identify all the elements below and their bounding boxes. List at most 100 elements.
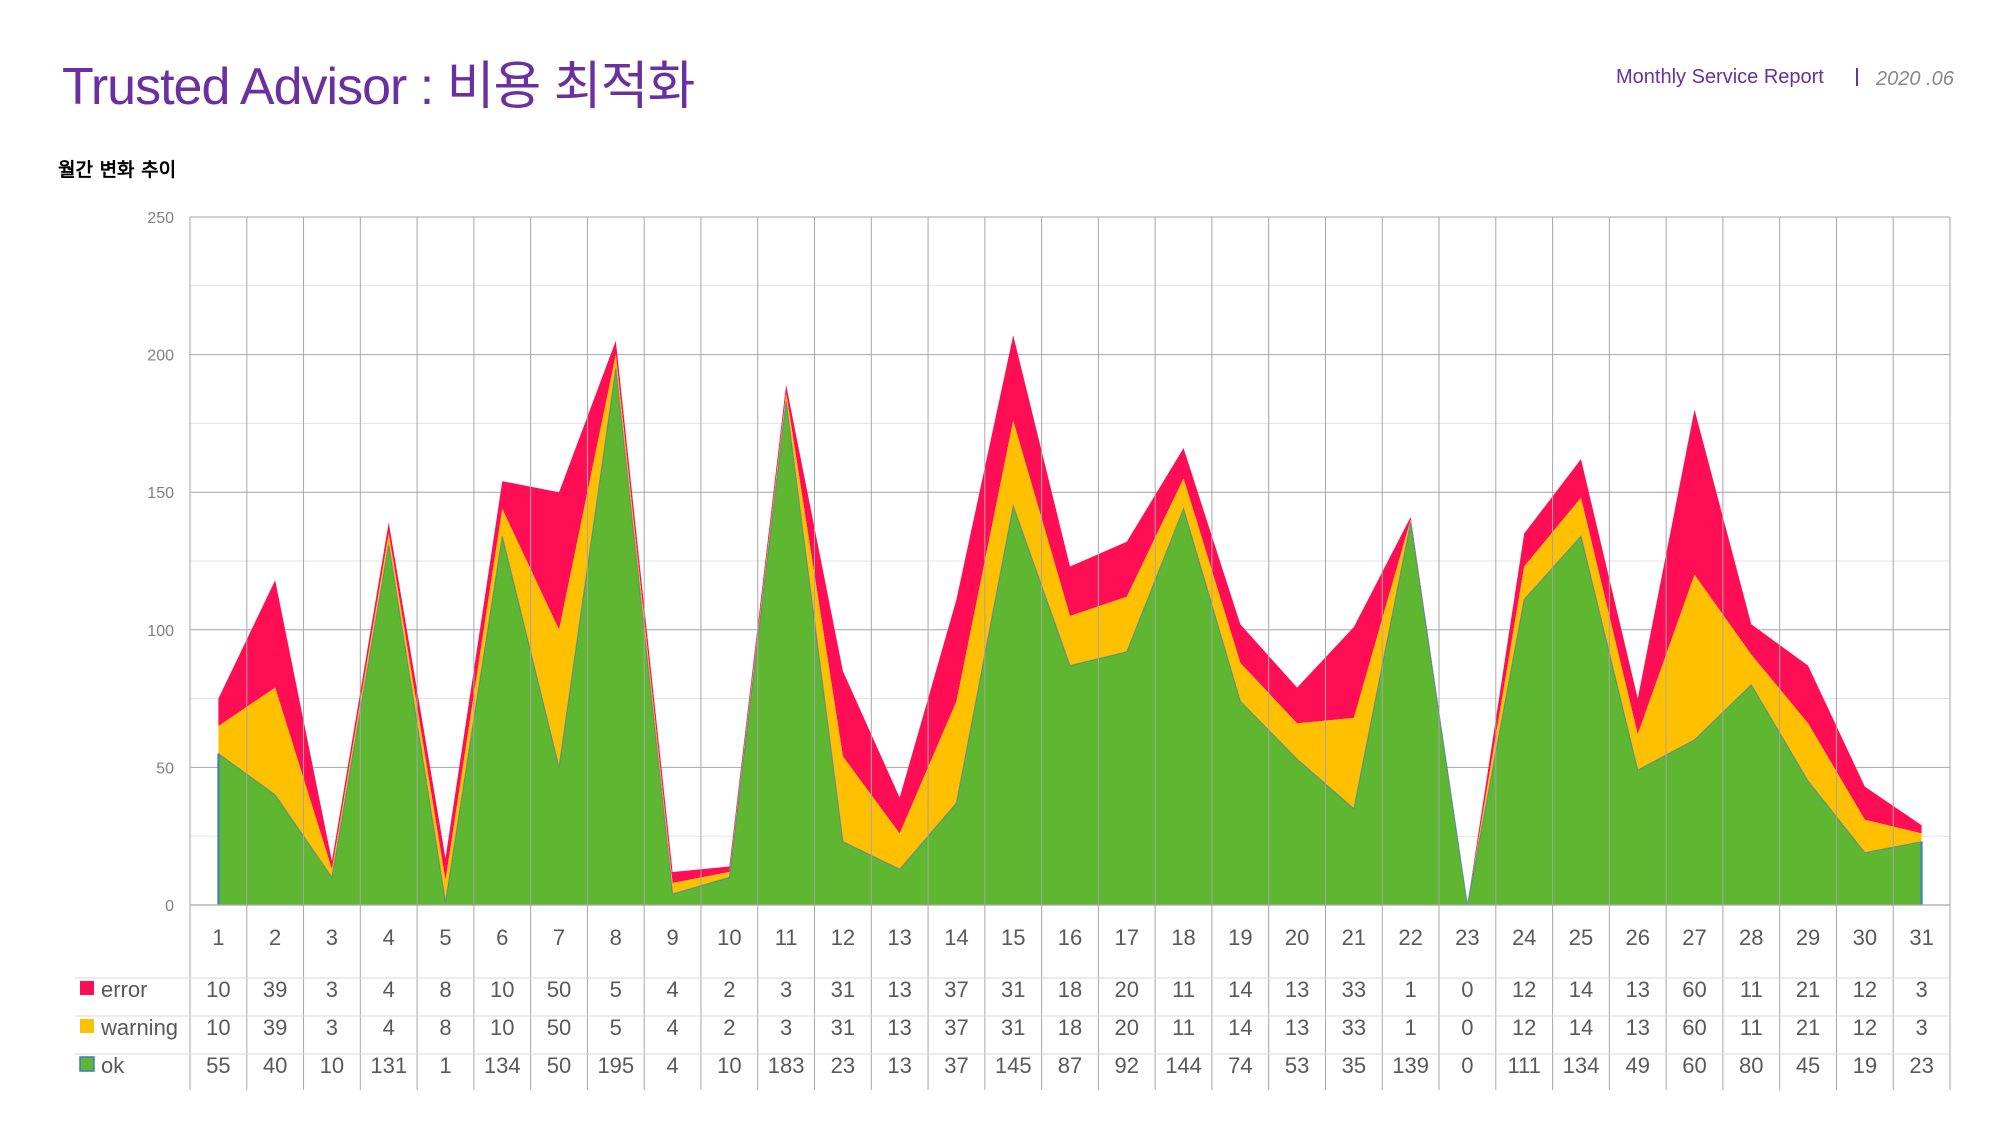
- data-table-cell: 40: [263, 1053, 287, 1078]
- data-table-cell: 131: [370, 1053, 407, 1078]
- data-table-cell: 0: [1461, 1015, 1473, 1040]
- data-table-cell: 11: [1172, 1015, 1195, 1040]
- x-tick-label: 5: [439, 925, 451, 950]
- data-table-cell: 10: [490, 977, 514, 1002]
- data-table-cell: 14: [1569, 977, 1593, 1002]
- y-tick-label: 200: [147, 348, 174, 365]
- data-table-cell: 39: [263, 1015, 287, 1040]
- x-tick-label: 26: [1625, 925, 1649, 950]
- data-table-cell: 21: [1796, 977, 1820, 1002]
- data-table-cell: 8: [439, 1015, 451, 1040]
- data-table-cell: 2: [723, 977, 735, 1002]
- data-table-cell: 60: [1682, 1053, 1706, 1078]
- x-tick-label: 23: [1455, 925, 1479, 950]
- legend-key-error: [80, 981, 94, 995]
- x-tick-label: 10: [717, 925, 741, 950]
- data-table-cell: 23: [831, 1053, 855, 1078]
- data-table-cell: 12: [1853, 977, 1877, 1002]
- data-table-cell: 33: [1342, 977, 1366, 1002]
- data-table-cell: 74: [1228, 1053, 1252, 1078]
- data-table-cell: 12: [1512, 977, 1536, 1002]
- data-table-cell: 49: [1625, 1053, 1649, 1078]
- x-tick-label: 1: [212, 925, 224, 950]
- data-table-cell: 183: [768, 1053, 805, 1078]
- x-tick-label: 22: [1398, 925, 1422, 950]
- x-tick-label: 11: [775, 925, 798, 950]
- data-table-cell: 4: [383, 977, 395, 1002]
- chart-heading: 월간 변화 추이: [58, 159, 177, 181]
- x-tick-label: 17: [1115, 925, 1139, 950]
- data-table-cell: 23: [1909, 1053, 1933, 1078]
- data-table-cell: 10: [206, 1015, 230, 1040]
- data-table-cell: 3: [1915, 1015, 1927, 1040]
- data-table-cell: 13: [1625, 1015, 1649, 1040]
- x-tick-label: 28: [1739, 925, 1763, 950]
- data-table-cell: 13: [1285, 1015, 1309, 1040]
- y-tick-label: 50: [156, 760, 174, 777]
- data-table-cell: 145: [995, 1053, 1032, 1078]
- data-table-cell: 10: [490, 1015, 514, 1040]
- x-tick-label: 19: [1228, 925, 1252, 950]
- x-tick-label: 20: [1285, 925, 1309, 950]
- data-table-cell: 0: [1461, 977, 1473, 1002]
- x-tick-label: 12: [831, 925, 855, 950]
- data-table-cell: 134: [1563, 1053, 1600, 1078]
- data-table-cell: 13: [887, 1053, 911, 1078]
- data-table-cell: 1: [1405, 977, 1417, 1002]
- data-table-cell: 111: [1507, 1053, 1540, 1078]
- data-table-cell: 11: [1172, 977, 1195, 1002]
- data-table-cell: 3: [780, 1015, 792, 1040]
- legend-key-warning: [80, 1019, 94, 1033]
- data-table-cell: 12: [1853, 1015, 1877, 1040]
- data-table-cell: 139: [1392, 1053, 1429, 1078]
- data-table-cell: 2: [723, 1015, 735, 1040]
- y-tick-label: 150: [147, 485, 174, 502]
- data-table-cell: 20: [1115, 1015, 1139, 1040]
- data-table-cell: 3: [1915, 977, 1927, 1002]
- data-table-cell: 3: [326, 977, 338, 1002]
- data-table-cell: 10: [717, 1053, 741, 1078]
- x-tick-label: 15: [1001, 925, 1025, 950]
- x-tick-label: 29: [1796, 925, 1820, 950]
- data-table-cell: 5: [610, 1015, 622, 1040]
- data-table-cell: 37: [944, 1053, 968, 1078]
- data-table-cell: 53: [1285, 1053, 1309, 1078]
- data-table-cell: 18: [1058, 977, 1082, 1002]
- data-table-cell: 31: [831, 977, 855, 1002]
- data-table-cell: 18: [1058, 1015, 1082, 1040]
- data-table-cell: 4: [666, 977, 678, 1002]
- data-table-cell: 10: [206, 977, 230, 1002]
- data-table-cell: 31: [1001, 1015, 1025, 1040]
- data-table-cell: 31: [1001, 977, 1025, 1002]
- data-table-cell: 12: [1512, 1015, 1536, 1040]
- x-tick-label: 13: [887, 925, 911, 950]
- data-table-cell: 4: [666, 1015, 678, 1040]
- data-table-cell: 37: [944, 1015, 968, 1040]
- data-table-cell: 10: [320, 1053, 344, 1078]
- data-table-cell: 11: [1740, 1015, 1763, 1040]
- data-table-cell: 92: [1115, 1053, 1139, 1078]
- data-table-cell: 4: [666, 1053, 678, 1078]
- data-table-cell: 87: [1058, 1053, 1082, 1078]
- data-table-cell: 11: [1740, 977, 1763, 1002]
- y-tick-label: 0: [165, 898, 174, 915]
- header-divider: [1856, 68, 1858, 86]
- data-table-cell: 31: [831, 1015, 855, 1040]
- data-table-cell: 35: [1342, 1053, 1366, 1078]
- y-tick-label: 100: [147, 623, 174, 640]
- x-tick-label: 3: [326, 925, 338, 950]
- data-table-cell: 80: [1739, 1053, 1763, 1078]
- x-tick-label: 27: [1682, 925, 1706, 950]
- data-table-cell: 33: [1342, 1015, 1366, 1040]
- data-table-cell: 13: [1625, 977, 1649, 1002]
- legend-label-error: error: [101, 977, 147, 1002]
- data-table-cell: 8: [439, 977, 451, 1002]
- x-tick-label: 7: [553, 925, 565, 950]
- report-date: 2020 .06: [1876, 68, 1954, 90]
- page-title: Trusted Advisor : 비용 최적화: [62, 58, 695, 116]
- data-table-cell: 55: [206, 1053, 230, 1078]
- legend-key-ok: [79, 1056, 95, 1072]
- data-table-cell: 14: [1569, 1015, 1593, 1040]
- x-tick-label: 14: [944, 925, 968, 950]
